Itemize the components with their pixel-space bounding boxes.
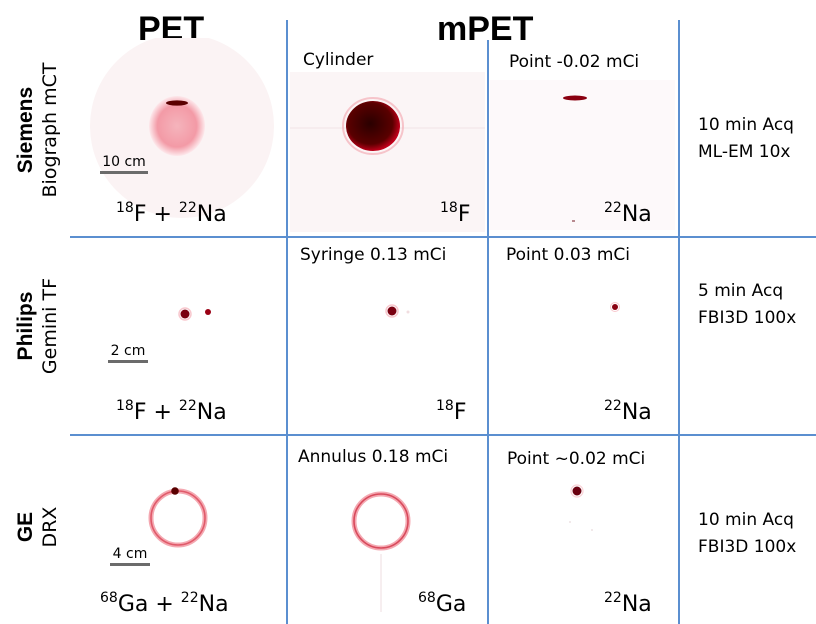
scale-line — [108, 360, 148, 363]
mpet2-image-ge — [569, 484, 593, 531]
model-label: Biograph mCT — [39, 62, 61, 198]
acq-line-1: 10 min Acq — [698, 115, 794, 135]
mpet1-isotope-label: 18F — [440, 200, 471, 227]
pet-isotope-label: 18F + 22Na — [116, 398, 227, 425]
grid-vline-3 — [678, 20, 680, 624]
model-label: Gemini TF — [39, 277, 61, 375]
grid-hline-2 — [70, 434, 816, 436]
mpet2-isotope-label: 22Na — [604, 590, 652, 617]
scale-bar-siemens: 10 cm — [100, 154, 148, 174]
acq-line-1: 10 min Acq — [698, 510, 794, 530]
column-header-mpet: mPET — [437, 10, 534, 48]
mpet1-image-philips — [385, 304, 410, 318]
acquisition-info-siemens: 10 min Acq ML-EM 10x — [698, 112, 794, 166]
scale-bar-ge: 4 cm — [110, 546, 150, 566]
scale-line — [100, 171, 148, 174]
mpet1-isotope-label: 68Ga — [418, 590, 467, 617]
vendor-label: GE — [14, 511, 37, 543]
scale-label: 10 cm — [102, 154, 146, 170]
mpet2-isotope-label: 22Na — [604, 200, 652, 227]
mpet2-title: Point ~0.02 mCi — [507, 449, 646, 469]
mpet2-image-philips — [610, 302, 620, 312]
scale-bar-philips: 2 cm — [108, 343, 148, 363]
mpet1-title: Cylinder — [303, 50, 374, 70]
acq-line-1: 5 min Acq — [698, 281, 784, 301]
grid-vline-1 — [286, 20, 288, 624]
acquisition-info-philips: 5 min Acq FBI3D 100x — [698, 278, 796, 332]
scale-line — [110, 563, 150, 566]
mpet1-image-siemens — [290, 72, 485, 232]
mpet1-isotope-label: 18F — [436, 398, 467, 425]
row-label-philips: Philips Gemini TF — [14, 268, 62, 384]
vendor-label: Philips — [14, 291, 37, 361]
acq-line-2: FBI3D 100x — [698, 308, 797, 328]
scale-label: 2 cm — [110, 343, 146, 359]
mpet1-image-ge — [351, 491, 411, 612]
scale-label: 4 cm — [112, 546, 148, 562]
row-label-ge: GE DRX — [14, 499, 62, 555]
vendor-label: Siemens — [14, 86, 37, 174]
acq-line-2: FBI3D 100x — [698, 537, 797, 557]
acq-line-2: ML-EM 10x — [698, 142, 791, 162]
mpet2-title: Point 0.03 mCi — [506, 245, 631, 265]
row-label-siemens: Siemens Biograph mCT — [14, 50, 62, 210]
acquisition-info-ge: 10 min Acq FBI3D 100x — [698, 507, 796, 561]
mpet2-title: Point -0.02 mCi — [509, 52, 640, 72]
mpet1-title: Syringe 0.13 mCi — [300, 245, 447, 265]
pet-image-philips — [178, 307, 211, 321]
grid-hline-1 — [70, 236, 816, 238]
model-label: DRX — [39, 506, 61, 548]
mpet2-image-siemens — [490, 80, 675, 230]
pet-isotope-label: 68Ga + 22Na — [100, 590, 229, 617]
mpet2-isotope-label: 22Na — [604, 398, 652, 425]
pet-isotope-label: 18F + 22Na — [116, 200, 227, 227]
pet-image-ge — [148, 487, 208, 548]
grid-vline-2 — [487, 40, 489, 624]
mpet1-title: Annulus 0.18 mCi — [298, 447, 449, 467]
